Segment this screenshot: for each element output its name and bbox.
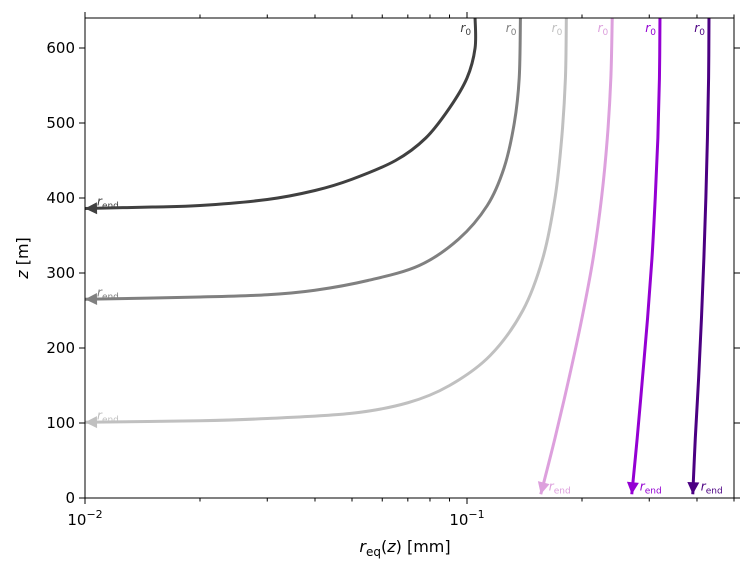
- start-label: r0: [598, 21, 609, 38]
- end-arrow: [537, 481, 550, 495]
- end-arrow: [85, 416, 98, 429]
- y-tick-label: 0: [65, 489, 75, 507]
- series-line: [539, 17, 614, 495]
- series-line: [84, 17, 478, 210]
- end-arrow: [85, 202, 98, 215]
- curves-layer: [84, 17, 711, 495]
- y-axis-label: z [m]: [13, 237, 32, 280]
- start-label: r0: [460, 21, 471, 38]
- y-tick-label: 400: [46, 189, 75, 207]
- end-label: rend: [97, 285, 119, 302]
- end-label: rend: [701, 479, 723, 496]
- end-label: rend: [97, 195, 119, 212]
- y-tick-label: 600: [46, 39, 75, 57]
- start-label: r0: [694, 21, 705, 38]
- start-label: r0: [552, 21, 563, 38]
- y-axis-ticks: 0 100 200 300 400 500 600: [46, 39, 740, 507]
- x-tick-label: 10−2: [67, 508, 102, 529]
- end-arrow: [85, 293, 98, 306]
- x-axis-label: req(z) [mm]: [359, 537, 450, 559]
- y-tick-label: 200: [46, 339, 75, 357]
- series-line: [691, 17, 711, 495]
- start-label: r0: [506, 21, 517, 38]
- y-tick-label: 100: [46, 414, 75, 432]
- y-tick-label: 500: [46, 114, 75, 132]
- series-line: [84, 17, 568, 424]
- series-line: [630, 17, 662, 495]
- end-arrow: [687, 481, 700, 495]
- y-tick-label: 300: [46, 264, 75, 282]
- start-label: r0: [645, 21, 656, 38]
- x-axis-ticks: 10−2 10−1: [67, 12, 735, 529]
- series-line: [84, 17, 522, 301]
- end-label: rend: [549, 479, 571, 496]
- end-label: rend: [97, 408, 119, 425]
- x-tick-label: 10−1: [449, 508, 484, 529]
- end-label: rend: [640, 479, 662, 496]
- curve-labels-layer: r0 rend r0 rend r0 rend r0 rend r0 rend r0 rend: [97, 21, 723, 496]
- plot-frame: [84, 17, 735, 499]
- end-arrow: [626, 481, 639, 495]
